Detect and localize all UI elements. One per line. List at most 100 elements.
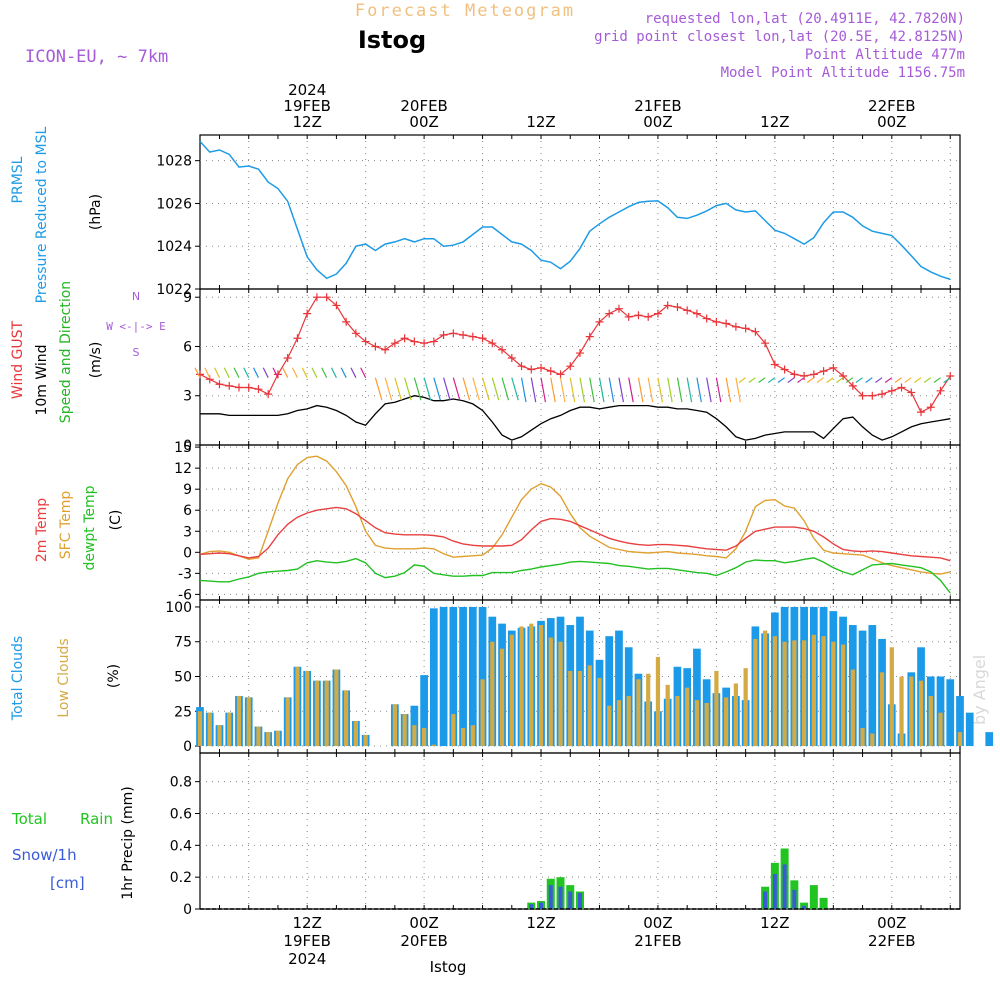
y-tick-label: 6 (183, 339, 192, 355)
low-cloud-bar (831, 641, 836, 747)
wind-direction-arrow (550, 377, 556, 403)
low-cloud-bar (480, 679, 485, 747)
low-cloud-bar (285, 697, 290, 747)
gust-marker (770, 360, 779, 369)
wind-direction-arrow (559, 377, 566, 403)
low-cloud-bar (217, 725, 222, 747)
wind-direction-arrow (618, 377, 625, 403)
wind-direction-arrow (384, 377, 393, 401)
gust-marker (420, 339, 429, 348)
wind-direction-arrow (758, 377, 766, 383)
gust-marker (634, 311, 643, 320)
gust-marker (946, 372, 955, 381)
rain-bar (800, 902, 809, 909)
gust-marker (332, 301, 341, 310)
gust-marker (683, 306, 692, 315)
low-cloud-bar (724, 697, 729, 747)
precip-label-unit: 1hr Precip (mm) (120, 786, 136, 899)
temp-label-2m: 2m Temp (34, 498, 50, 562)
gust-marker (546, 367, 555, 376)
pressure-line (199, 140, 951, 281)
gust-marker (595, 317, 604, 326)
gust-marker (429, 337, 438, 346)
wind-direction-arrow (423, 377, 432, 401)
wind-label-gust: Wind GUST (10, 320, 26, 399)
cloud-label-unit: (%) (106, 664, 122, 688)
total-cloud-bar (693, 648, 701, 747)
wind-direction-arrow (311, 367, 318, 378)
low-cloud-bar (714, 670, 719, 747)
low-cloud-bar (801, 640, 807, 747)
snow-bar (558, 886, 563, 909)
low-cloud-bar (256, 726, 261, 747)
wind-direction-arrow (777, 377, 785, 383)
low-cloud-bar (266, 732, 271, 747)
total-cloud-bar (965, 712, 974, 747)
low-cloud-bar (236, 695, 242, 747)
bottom-time-label: 19FEB (283, 932, 330, 950)
wind-direction-arrow (845, 377, 854, 383)
wind-direction-arrow (204, 367, 211, 378)
gust-marker (663, 301, 672, 310)
gust-marker (264, 390, 273, 399)
gust-marker (751, 327, 760, 336)
gust-marker (819, 367, 828, 376)
low-cloud-bar (509, 634, 514, 747)
gust-marker (225, 381, 234, 390)
temp-label-dewpt: dewpt Temp (82, 485, 98, 570)
wind-direction-arrow (491, 377, 500, 401)
low-cloud-bar (548, 637, 553, 747)
wind-direction-arrow (628, 377, 634, 403)
low-cloud-bar (558, 641, 563, 747)
wind-direction-arrow (608, 377, 615, 403)
wind-label-unit: (m/s) (88, 342, 104, 379)
point-altitude: Point Altitude 477m (805, 47, 965, 63)
gust-marker (761, 339, 770, 348)
low-cloud-bar (568, 670, 573, 747)
gust-marker (829, 363, 838, 372)
wind-direction-arrow (262, 367, 269, 378)
gust-marker (556, 370, 565, 379)
wind-direction-arrow (657, 377, 663, 403)
low-cloud-bar (607, 705, 612, 747)
y-tick-label: 6 (183, 503, 192, 519)
gust-marker (312, 293, 321, 302)
bottom-time-label: 21FEB (634, 932, 681, 950)
y-tick-label: 9 (183, 290, 192, 306)
y-tick-label: 0.2 (170, 870, 192, 886)
temp2m-line (199, 506, 951, 562)
total-cloud-bar (468, 606, 477, 747)
pressure-label-prmsl: PRMSL (10, 156, 26, 203)
gust-marker (215, 380, 224, 389)
wind-direction-arrow (715, 377, 722, 403)
model-name: ICON-EU, ~ 7km (25, 47, 168, 67)
wind-direction-arrow (413, 377, 422, 401)
compass-n: N (132, 290, 140, 303)
panel-frame-wind (199, 288, 961, 446)
low-cloud-bar (704, 702, 709, 747)
gust-marker (605, 309, 614, 318)
y-tick-label: 9 (183, 482, 192, 498)
gust-marker (537, 363, 546, 372)
total-cloud-bar (868, 625, 877, 747)
low-cloud-bar (899, 676, 904, 747)
low-cloud-bar (655, 657, 661, 747)
low-cloud-bar (490, 641, 495, 747)
total-cloud-bar (429, 608, 438, 747)
wind-direction-arrow (904, 377, 912, 383)
cloud-label-low: Low Clouds (56, 638, 72, 717)
gust-marker (614, 304, 623, 313)
wind-direction-arrow (579, 377, 586, 403)
wind-direction-arrow (686, 377, 693, 403)
wind-direction-arrow (291, 367, 298, 378)
gust-marker (790, 370, 799, 379)
gust-marker (234, 383, 243, 392)
snow-bar (539, 902, 544, 909)
low-cloud-bar (646, 673, 651, 747)
total-cloud-bar (615, 630, 623, 747)
low-cloud-bar (246, 697, 251, 747)
low-cloud-bar (499, 648, 505, 747)
wind-direction-arrow (350, 367, 357, 378)
sfc-temp-line (199, 455, 951, 575)
low-cloud-bar (344, 690, 349, 747)
